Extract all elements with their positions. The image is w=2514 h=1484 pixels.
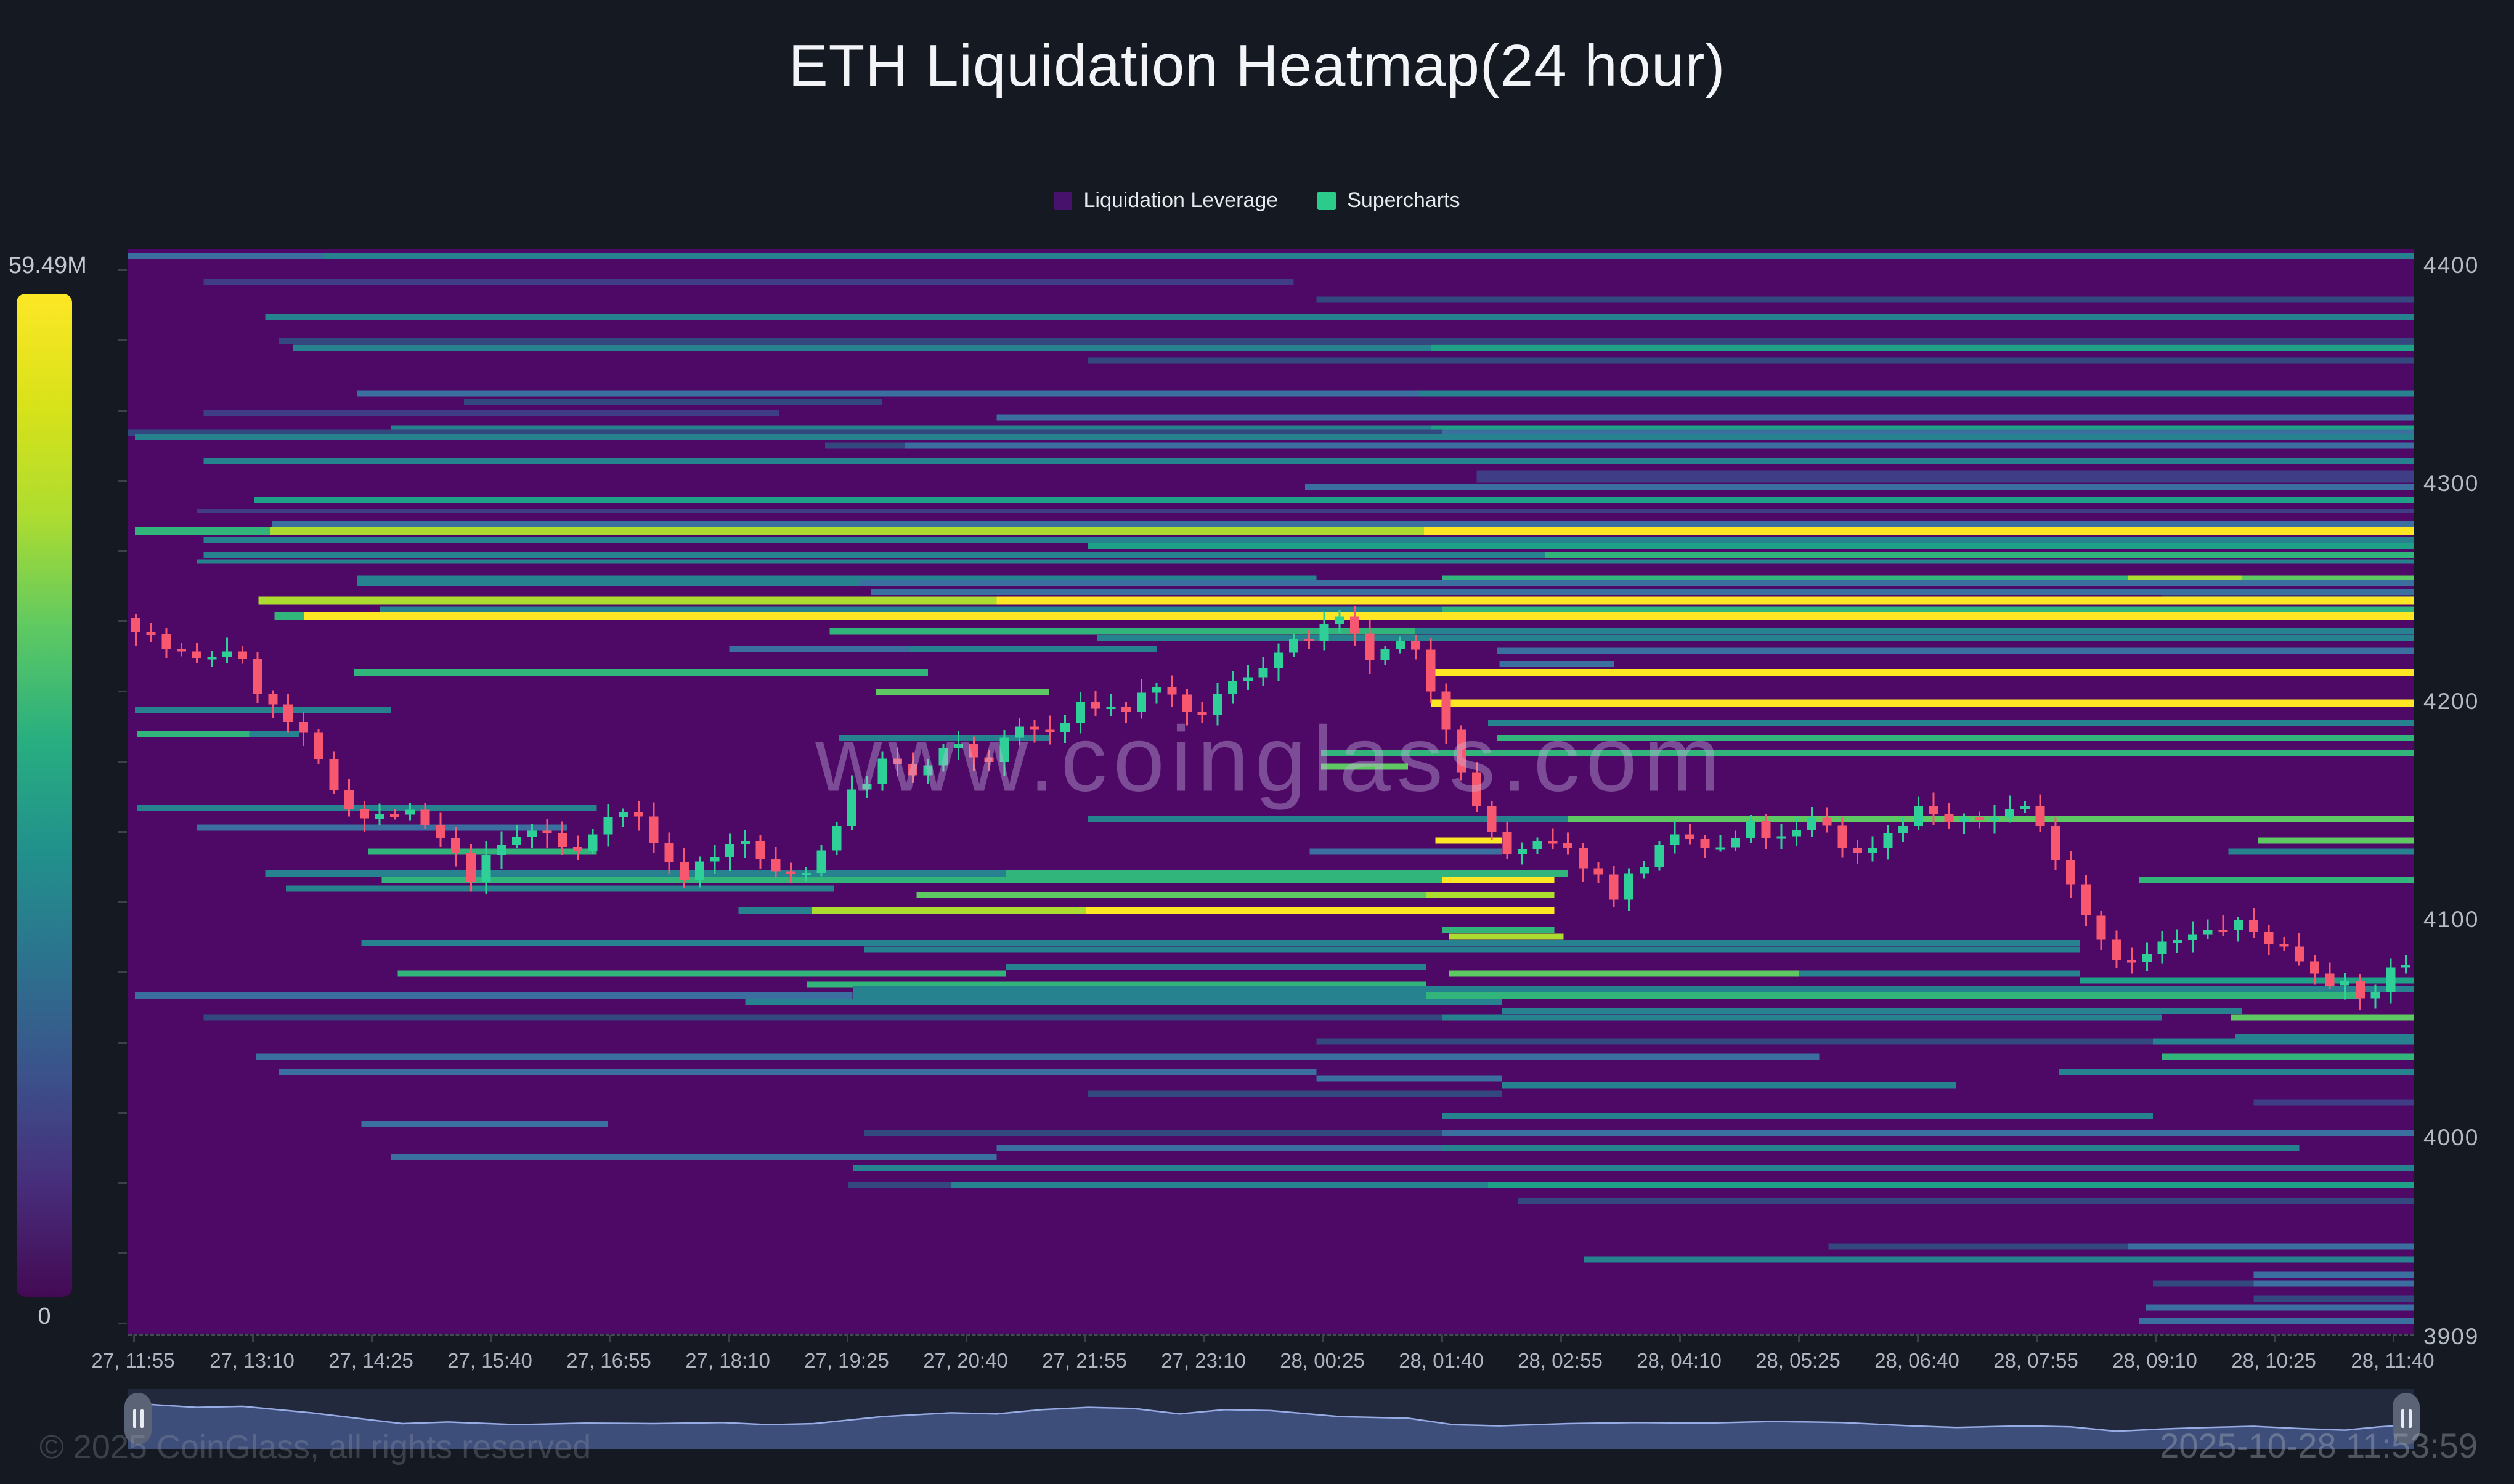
x-tick	[133, 1335, 135, 1342]
colorbar-gradient	[17, 294, 72, 1297]
x-axis-label: 27, 19:25	[804, 1349, 889, 1372]
y-axis-label: 4000	[2423, 1125, 2479, 1151]
navigator-left-handle[interactable]	[124, 1393, 152, 1445]
y-tick	[118, 410, 127, 412]
navigator-area-svg	[128, 1402, 2414, 1449]
x-axis-label: 28, 04:10	[1637, 1349, 1722, 1372]
x-tick	[2036, 1335, 2038, 1342]
x-tick	[2274, 1335, 2276, 1342]
x-tick	[728, 1335, 730, 1342]
y-tick	[118, 1112, 127, 1114]
x-tick	[1917, 1335, 1919, 1342]
x-axis-label: 27, 18:10	[685, 1349, 770, 1372]
legend-item-supercharts[interactable]: Supercharts	[1317, 189, 1460, 213]
y-tick	[118, 831, 127, 833]
x-axis-label: 27, 20:40	[923, 1349, 1008, 1372]
x-axis-label: 28, 02:55	[1518, 1349, 1603, 1372]
x-tick	[2393, 1335, 2394, 1342]
y-tick	[118, 620, 127, 622]
y-tick	[118, 480, 127, 482]
candlestick-layer	[131, 606, 2411, 1010]
legend-swatch-icon	[1054, 191, 1073, 210]
x-tick	[847, 1335, 848, 1342]
x-axis-label: 28, 00:25	[1280, 1349, 1365, 1372]
liquidation-bands-layer	[128, 253, 2414, 1324]
x-tick	[252, 1335, 254, 1342]
heatmap-plot-area[interactable]: www.coinglass.com	[128, 249, 2414, 1334]
y-tick	[118, 1182, 127, 1184]
x-tick	[1084, 1335, 1086, 1342]
y-tick	[118, 1323, 127, 1324]
y-tick	[118, 339, 127, 341]
x-tick	[609, 1335, 611, 1342]
x-axis-label: 28, 05:25	[1755, 1349, 1841, 1372]
y-tick	[118, 1252, 127, 1254]
x-tick	[371, 1335, 373, 1342]
x-axis-label: 27, 14:25	[328, 1349, 413, 1372]
x-axis-label: 28, 06:40	[1874, 1349, 1959, 1372]
y-axis-label: 4400	[2423, 252, 2479, 278]
x-tick	[1203, 1335, 1205, 1342]
timestamp-text: 2025-10-28 11:53:59	[2160, 1426, 2478, 1465]
x-tick	[1798, 1335, 1800, 1342]
y-tick	[118, 691, 127, 692]
x-tick	[1322, 1335, 1324, 1342]
x-axis-label: 27, 13:10	[210, 1349, 295, 1372]
y-tick	[118, 761, 127, 763]
y-tick	[118, 269, 127, 271]
x-axis-label: 27, 21:55	[1042, 1349, 1127, 1372]
legend-label: Liquidation Leverage	[1083, 189, 1279, 212]
y-axis-label: 4300	[2423, 470, 2479, 496]
x-axis-label: 27, 11:55	[91, 1349, 175, 1372]
colorbar-max-label: 59.49M	[9, 253, 87, 278]
x-axis-label: 27, 15:40	[447, 1349, 532, 1372]
y-tick	[118, 971, 127, 973]
y-tick	[118, 1042, 127, 1044]
x-tick	[966, 1335, 967, 1342]
legend-label: Supercharts	[1347, 189, 1460, 212]
x-axis-label: 28, 11:40	[2351, 1349, 2435, 1372]
x-tick	[1441, 1335, 1443, 1342]
x-tick	[1679, 1335, 1681, 1342]
x-tick	[2155, 1335, 2157, 1342]
page-title: ETH Liquidation Heatmap(24 hour)	[788, 33, 1726, 99]
x-axis-line	[128, 1334, 2414, 1336]
navigator-right-handle[interactable]	[2393, 1393, 2420, 1445]
y-tick	[118, 901, 127, 903]
x-axis-label: 27, 23:10	[1161, 1349, 1246, 1372]
x-tick	[490, 1335, 492, 1342]
x-axis-label: 28, 01:40	[1399, 1349, 1484, 1372]
x-axis-label: 28, 07:55	[1993, 1349, 2078, 1372]
legend-item-liquidation-leverage[interactable]: Liquidation Leverage	[1054, 189, 1278, 213]
colorbar-min-label: 0	[38, 1304, 51, 1329]
chart-legend: Liquidation Leverage Supercharts	[0, 189, 2514, 213]
y-axis-label: 4200	[2423, 689, 2479, 715]
y-axis-label: 4100	[2423, 907, 2479, 933]
navigator-selected-region	[128, 1389, 2414, 1449]
legend-swatch-icon	[1317, 191, 1336, 210]
y-tick	[118, 550, 127, 552]
x-axis-label: 28, 10:25	[2231, 1349, 2316, 1372]
liquidation-heatmap-svg	[128, 253, 2414, 1324]
y-axis-label: 3909	[2423, 1323, 2479, 1349]
x-tick	[1560, 1335, 1562, 1342]
navigator-strip[interactable]	[124, 1389, 2420, 1449]
copyright-text: © 2025 CoinGlass, all rights reserved	[39, 1429, 592, 1466]
x-axis-label: 28, 09:10	[2112, 1349, 2197, 1372]
watermark: www.coinglass.com	[815, 707, 1727, 811]
x-axis-label: 27, 16:55	[566, 1349, 651, 1372]
